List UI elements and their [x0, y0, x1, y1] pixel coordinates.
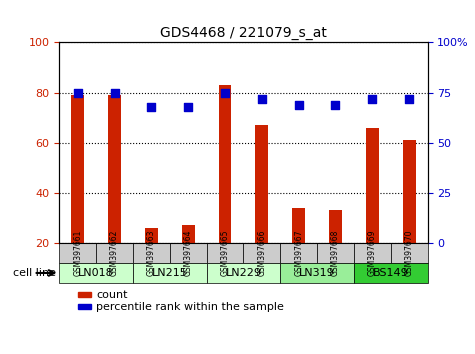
Text: GSM397667: GSM397667 [294, 230, 303, 276]
Bar [108, 95, 121, 293]
Text: GSM397665: GSM397665 [220, 230, 229, 276]
Text: GSM397666: GSM397666 [257, 230, 266, 276]
FancyBboxPatch shape [280, 243, 317, 263]
Text: count: count [96, 290, 128, 299]
Point [184, 104, 192, 109]
Text: GSM397663: GSM397663 [147, 230, 156, 276]
Point [111, 90, 118, 96]
Text: cell line: cell line [13, 268, 59, 278]
Text: GSM397661: GSM397661 [73, 230, 82, 276]
FancyBboxPatch shape [133, 263, 207, 283]
Bar [256, 125, 268, 293]
FancyBboxPatch shape [170, 243, 207, 263]
Text: GSM397670: GSM397670 [405, 230, 414, 276]
FancyBboxPatch shape [133, 243, 170, 263]
Bar [403, 140, 416, 293]
Text: GSM397668: GSM397668 [331, 230, 340, 276]
Point [74, 90, 82, 96]
FancyBboxPatch shape [354, 263, 428, 283]
Text: LN215: LN215 [152, 268, 188, 278]
Text: LN229: LN229 [226, 268, 261, 278]
Text: BS149: BS149 [373, 268, 408, 278]
Bar [145, 228, 158, 293]
FancyBboxPatch shape [317, 243, 354, 263]
Text: LN018: LN018 [78, 268, 114, 278]
FancyBboxPatch shape [207, 263, 280, 283]
FancyBboxPatch shape [280, 263, 354, 283]
Point [295, 102, 303, 108]
FancyBboxPatch shape [207, 243, 243, 263]
FancyBboxPatch shape [390, 243, 428, 263]
Point [369, 96, 376, 102]
Text: percentile rank within the sample: percentile rank within the sample [96, 302, 284, 312]
Bar [71, 95, 84, 293]
FancyBboxPatch shape [59, 263, 133, 283]
FancyBboxPatch shape [354, 243, 390, 263]
Text: GSM397662: GSM397662 [110, 230, 119, 276]
Bar [218, 85, 231, 293]
Bar [182, 225, 195, 293]
Bar [292, 208, 305, 293]
FancyBboxPatch shape [243, 243, 280, 263]
Title: GDS4468 / 221079_s_at: GDS4468 / 221079_s_at [160, 26, 327, 40]
Point [221, 90, 229, 96]
Bar [78, 304, 91, 309]
Text: GSM397664: GSM397664 [184, 230, 193, 276]
Bar [366, 128, 379, 293]
Point [332, 102, 339, 108]
Text: GSM397669: GSM397669 [368, 230, 377, 276]
Point [258, 96, 266, 102]
Point [148, 104, 155, 109]
FancyBboxPatch shape [59, 243, 96, 263]
Bar [329, 210, 342, 293]
Bar [78, 292, 91, 297]
Point [405, 96, 413, 102]
FancyBboxPatch shape [96, 243, 133, 263]
Text: LN319: LN319 [299, 268, 335, 278]
